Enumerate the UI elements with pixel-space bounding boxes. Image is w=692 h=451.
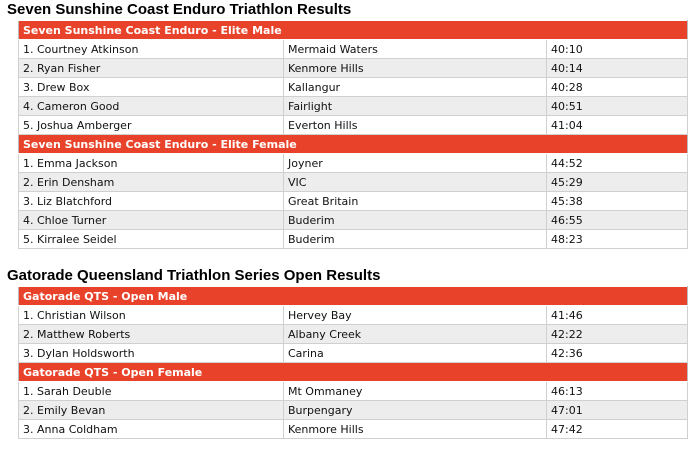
athlete-name: 3. Dylan Holdsworth	[18, 343, 284, 363]
time: 42:36	[546, 343, 688, 363]
location: Hervey Bay	[283, 305, 547, 325]
result-row: 2. Ryan Fisher Kenmore Hills 40:14	[18, 58, 688, 78]
result-row: 5. Joshua Amberger Everton Hills 41:04	[18, 115, 688, 135]
athlete-name: 2. Erin Densham	[18, 172, 284, 192]
location: Kenmore Hills	[283, 58, 547, 78]
group-heading-row: Seven Sunshine Coast Enduro - Elite Male	[18, 20, 688, 40]
athlete-name: 2. Matthew Roberts	[18, 324, 284, 344]
time: 40:51	[546, 96, 688, 116]
location: VIC	[283, 172, 547, 192]
location: Buderim	[283, 210, 547, 230]
athlete-name: 2. Emily Bevan	[18, 400, 284, 420]
group-heading: Gatorade QTS - Open Female	[18, 362, 688, 382]
athlete-name: 1. Christian Wilson	[18, 305, 284, 325]
athlete-name: 5. Joshua Amberger	[18, 115, 284, 135]
result-row: 4. Cameron Good Fairlight 40:51	[18, 96, 688, 116]
result-row: 2. Erin Densham VIC 45:29	[18, 172, 688, 192]
time: 40:10	[546, 39, 688, 59]
time: 44:52	[546, 153, 688, 173]
athlete-name: 3. Liz Blatchford	[18, 191, 284, 211]
athlete-name: 3. Drew Box	[18, 77, 284, 97]
location: Mermaid Waters	[283, 39, 547, 59]
athlete-name: 1. Emma Jackson	[18, 153, 284, 173]
athlete-name: 1. Sarah Deuble	[18, 381, 284, 401]
athlete-name: 4. Chloe Turner	[18, 210, 284, 230]
location: Burpengary	[283, 400, 547, 420]
result-row: 1. Sarah Deuble Mt Ommaney 46:13	[18, 381, 688, 401]
time: 42:22	[546, 324, 688, 344]
time: 47:42	[546, 419, 688, 439]
result-row: 2. Emily Bevan Burpengary 47:01	[18, 400, 688, 420]
result-row: 5. Kirralee Seidel Buderim 48:23	[18, 229, 688, 249]
result-row: 3. Drew Box Kallangur 40:28	[18, 77, 688, 97]
location: Kenmore Hills	[283, 419, 547, 439]
result-row: 3. Anna Coldham Kenmore Hills 47:42	[18, 419, 688, 439]
location: Great Britain	[283, 191, 547, 211]
result-row: 1. Courtney Atkinson Mermaid Waters 40:10	[18, 39, 688, 59]
result-row: 3. Liz Blatchford Great Britain 45:38	[18, 191, 688, 211]
results-table: Seven Sunshine Coast Enduro - Elite Male…	[18, 20, 688, 249]
group-heading: Seven Sunshine Coast Enduro - Elite Male	[18, 20, 688, 40]
location: Everton Hills	[283, 115, 547, 135]
section-title: Seven Sunshine Coast Enduro Triathlon Re…	[7, 1, 352, 18]
result-row: 2. Matthew Roberts Albany Creek 42:22	[18, 324, 688, 344]
group-heading-row: Seven Sunshine Coast Enduro - Elite Fema…	[18, 134, 688, 154]
athlete-name: 5. Kirralee Seidel	[18, 229, 284, 249]
location: Buderim	[283, 229, 547, 249]
section-title: Gatorade Queensland Triathlon Series Ope…	[7, 267, 381, 284]
time: 40:14	[546, 58, 688, 78]
location: Fairlight	[283, 96, 547, 116]
location: Albany Creek	[283, 324, 547, 344]
time: 46:13	[546, 381, 688, 401]
time: 47:01	[546, 400, 688, 420]
results-table: Gatorade QTS - Open Male 1. Christian Wil…	[18, 286, 688, 439]
result-row: 1. Christian Wilson Hervey Bay 41:46	[18, 305, 688, 325]
time: 40:28	[546, 77, 688, 97]
group-heading: Seven Sunshine Coast Enduro - Elite Fema…	[18, 134, 688, 154]
result-row: 3. Dylan Holdsworth Carina 42:36	[18, 343, 688, 363]
athlete-name: 4. Cameron Good	[18, 96, 284, 116]
athlete-name: 3. Anna Coldham	[18, 419, 284, 439]
spacer	[0, 249, 692, 266]
location: Carina	[283, 343, 547, 363]
time: 48:23	[546, 229, 688, 249]
group-heading-row: Gatorade QTS - Open Female	[18, 362, 688, 382]
time: 41:46	[546, 305, 688, 325]
location: Mt Ommaney	[283, 381, 547, 401]
time: 41:04	[546, 115, 688, 135]
result-row: 4. Chloe Turner Buderim 46:55	[18, 210, 688, 230]
group-heading: Gatorade QTS - Open Male	[18, 286, 688, 306]
athlete-name: 2. Ryan Fisher	[18, 58, 284, 78]
time: 45:38	[546, 191, 688, 211]
location: Kallangur	[283, 77, 547, 97]
location: Joyner	[283, 153, 547, 173]
result-row: 1. Emma Jackson Joyner 44:52	[18, 153, 688, 173]
time: 45:29	[546, 172, 688, 192]
time: 46:55	[546, 210, 688, 230]
athlete-name: 1. Courtney Atkinson	[18, 39, 284, 59]
group-heading-row: Gatorade QTS - Open Male	[18, 286, 688, 306]
